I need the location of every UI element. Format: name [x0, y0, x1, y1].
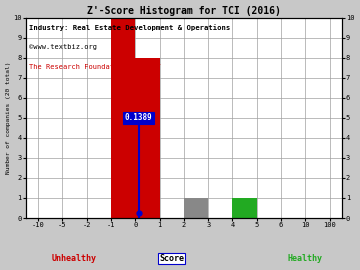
Text: The Research Foundation of SUNY: The Research Foundation of SUNY: [29, 64, 161, 70]
Text: ©www.textbiz.org: ©www.textbiz.org: [29, 44, 97, 50]
Title: Z'-Score Histogram for TCI (2016): Z'-Score Histogram for TCI (2016): [87, 6, 281, 16]
Text: 0.1389: 0.1389: [125, 113, 153, 122]
Y-axis label: Number of companies (20 total): Number of companies (20 total): [5, 62, 10, 174]
Bar: [135, 58, 159, 218]
Bar: [111, 18, 135, 218]
Text: Unhealthy: Unhealthy: [52, 254, 97, 263]
Bar: [233, 198, 257, 218]
Text: Healthy: Healthy: [288, 254, 323, 263]
Text: Industry: Real Estate Development & Operations: Industry: Real Estate Development & Oper…: [29, 24, 230, 31]
Bar: [184, 198, 208, 218]
Text: Score: Score: [159, 254, 184, 263]
